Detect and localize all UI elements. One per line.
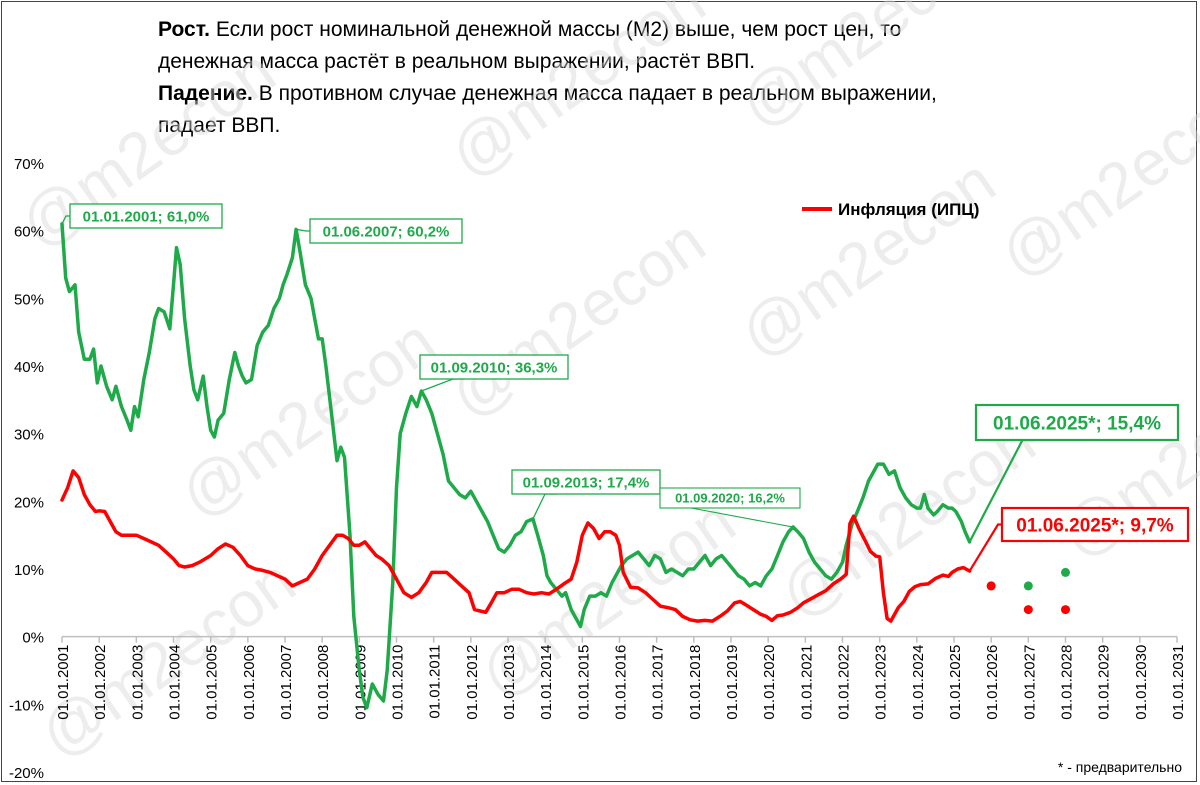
annotation-label: 01.06.2025*; 15,4% xyxy=(993,413,1161,434)
x-tick-label: 01.01.2014 xyxy=(538,645,555,720)
header-rise-bold: Рост. xyxy=(158,18,210,41)
annotation-label: 01.01.2001; 61,0% xyxy=(83,208,210,225)
annotation-callout: 01.09.2020; 16,2% xyxy=(659,487,801,528)
x-tick-label: 01.01.2004 xyxy=(167,645,184,720)
annotation-box xyxy=(974,403,1180,442)
series-line-cpi xyxy=(60,469,972,623)
series-line-m2 xyxy=(60,222,972,710)
x-tick-label: 01.01.2022 xyxy=(836,645,853,720)
annotation-callouts: 01.01.2001; 61,0% 01.06.2007; 60,2% 01.09.… xyxy=(61,203,1190,572)
footnote: * - предварительно xyxy=(1057,759,1182,775)
y-tick-label: 20% xyxy=(14,494,44,511)
annotation-callout: 01.06.2025*; 9,7% xyxy=(968,506,1190,572)
annotation-label: 01.09.2013; 17,4% xyxy=(523,474,650,491)
annotation-callout: 01.01.2001; 61,0% xyxy=(61,203,223,229)
forecast-point-m2 xyxy=(1061,567,1070,577)
annotation-label: 01.09.2010; 36,3% xyxy=(431,359,558,376)
x-axis: 01.01.2001 01.01.2002 01.01.2003 01.01.2004… xyxy=(55,635,1187,720)
forecast-point-cpi xyxy=(986,581,996,591)
annotation-box xyxy=(1000,506,1190,543)
x-tick-label: 01.01.2003 xyxy=(129,645,146,720)
header-line-3: Падение. В противном случае денежная мас… xyxy=(158,78,1118,110)
annotation-callout: 01.06.2025*; 15,4% xyxy=(968,403,1180,543)
annotation-label: 01.06.2007; 60,2% xyxy=(323,223,450,240)
legend: Инфляция (ИПЦ) xyxy=(802,200,979,219)
header-line-2: денежная масса растёт в реальном выражен… xyxy=(158,50,756,73)
x-tick-label: 01.01.2005 xyxy=(204,645,221,720)
y-tick-label: 0% xyxy=(22,630,44,647)
annotation-callout: 01.06.2007; 60,2% xyxy=(296,218,463,244)
header-fall-bold: Падение. xyxy=(158,82,253,105)
annotation-box xyxy=(419,354,569,380)
x-tick-label: 01.01.2027 xyxy=(1021,645,1038,720)
x-tick-label: 01.01.2020 xyxy=(761,645,778,720)
watermark-text: @m2econ xyxy=(987,65,1200,292)
watermark-text: @m2econ xyxy=(727,0,1008,141)
x-tick-label: 01.01.2024 xyxy=(910,645,927,720)
x-tick-label: 01.01.2023 xyxy=(873,645,890,720)
legend-label: Инфляция (ИПЦ) xyxy=(838,200,979,219)
x-tick-label: 01.01.2012 xyxy=(464,645,481,720)
x-tick-label: 01.01.2029 xyxy=(1096,645,1113,720)
x-tick-label: 01.01.2025 xyxy=(947,645,964,720)
forecast-point-cpi xyxy=(1023,605,1033,615)
chart-header: Рост. Если рост номинальной денежной мас… xyxy=(158,14,1118,142)
watermark-text: @m2econ xyxy=(437,205,718,432)
header-fall-text: В противном случае денежная масса падает… xyxy=(252,82,937,105)
annotation-label: 01.06.2025*; 9,7% xyxy=(1016,515,1174,536)
y-axis: -20% -10% 0% 10% 20% 30% 40% 50% 60% 70% xyxy=(9,156,44,782)
x-tick-label: 01.01.2007 xyxy=(278,645,295,720)
x-tick-label: 01.01.2019 xyxy=(724,645,741,720)
annotation-leader xyxy=(532,493,557,520)
x-tick-label: 01.01.2006 xyxy=(241,645,258,720)
annotation-box xyxy=(511,469,661,495)
y-tick-label: 70% xyxy=(14,156,44,173)
x-tick-label: 01.01.2031 xyxy=(1170,645,1187,720)
x-tick-label: 01.01.2011 xyxy=(427,645,444,719)
x-tick-label: 01.01.2016 xyxy=(613,645,630,720)
x-tick-label: 01.01.2013 xyxy=(501,645,518,720)
annotation-box xyxy=(309,218,463,244)
watermark-text: @m2econ xyxy=(437,0,718,191)
y-tick-label: -10% xyxy=(9,697,44,714)
x-tick-label: 01.01.2002 xyxy=(92,645,109,720)
x-tick-label: 01.01.2026 xyxy=(984,645,1001,720)
header-line-4: падает ВВП. xyxy=(158,114,281,137)
series-lines xyxy=(60,222,972,710)
x-tick-label: 01.01.2018 xyxy=(687,645,704,720)
y-tick-label: 50% xyxy=(14,291,44,308)
forecast-point-m2 xyxy=(1023,581,1033,591)
x-tick-label: 01.01.2001 xyxy=(55,645,72,720)
header-line-1: Рост. Если рост номинальной денежной мас… xyxy=(158,14,1118,46)
x-tick-label: 01.01.2028 xyxy=(1059,645,1076,720)
annotation-box xyxy=(659,487,801,509)
y-tick-label: 30% xyxy=(14,427,44,444)
annotation-callout: 01.09.2013; 17,4% xyxy=(511,469,661,520)
x-tick-label: 01.01.2010 xyxy=(390,645,407,720)
x-tick-label: 01.01.2015 xyxy=(575,645,592,720)
forecast-points xyxy=(986,567,1070,615)
x-tick-label: 01.01.2017 xyxy=(650,645,667,720)
header-rise-text: Если рост номинальной денежной массы (М2… xyxy=(210,18,902,41)
x-tick-label: 01.01.2030 xyxy=(1133,645,1150,720)
y-tick-label: 10% xyxy=(14,562,44,579)
annotation-box xyxy=(69,203,223,229)
y-tick-label: 60% xyxy=(14,224,44,241)
watermark-text: @m2econ xyxy=(727,145,1008,372)
annotation-label: 01.09.2020; 16,2% xyxy=(675,491,785,506)
forecast-point-cpi xyxy=(1061,605,1070,615)
y-tick-label: 40% xyxy=(14,359,44,376)
annotation-callout: 01.09.2010; 36,3% xyxy=(419,354,569,392)
x-tick-label: 01.01.2008 xyxy=(315,645,332,720)
x-tick-label: 01.01.2021 xyxy=(798,645,815,720)
y-tick-label: -20% xyxy=(9,765,44,782)
